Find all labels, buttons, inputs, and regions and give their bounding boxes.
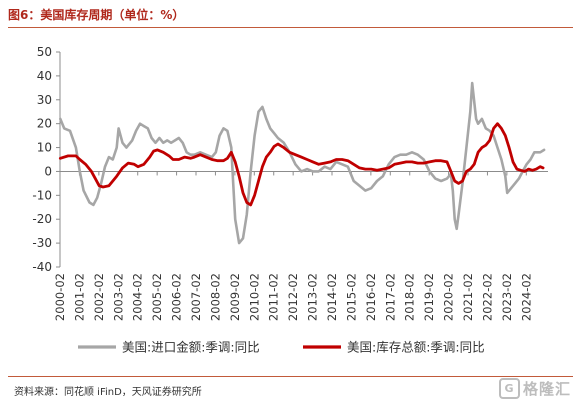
y-tick-label: -30 (32, 236, 52, 250)
x-tick-label: 2022-02 (480, 273, 494, 321)
y-tick-label: 20 (37, 117, 52, 131)
y-tick-label: 0 (44, 164, 52, 178)
x-tick-label: 2004-02 (131, 273, 145, 321)
y-tick-label: 50 (37, 45, 52, 59)
x-tick-label: 2014-02 (325, 273, 339, 321)
y-tick-label: 40 (37, 69, 52, 83)
x-tick-label: 2009-02 (228, 273, 242, 321)
watermark-text: 格隆汇 (522, 380, 571, 398)
x-tick-label: 2010-02 (247, 273, 261, 321)
x-tick-label: 2002-02 (92, 273, 106, 321)
series-line-1 (59, 81, 546, 245)
series-line-2 (58, 122, 545, 207)
watermark-logo: G 格隆汇 (498, 378, 571, 399)
y-tick-label: 30 (37, 93, 52, 107)
footer-rule (8, 376, 573, 377)
x-tick-label: 2013-02 (306, 273, 320, 321)
legend-label-2: 美国:库存总额:季调:同比 (347, 340, 485, 355)
x-tick-label: 2018-02 (403, 273, 417, 321)
x-tick-label: 2015-02 (344, 273, 358, 321)
x-tick-label: 2006-02 (170, 273, 184, 321)
x-tick-label: 2005-02 (150, 273, 164, 321)
title-rule (8, 27, 573, 28)
x-tick-label: 2019-02 (422, 273, 436, 321)
x-tick-label: 2003-02 (111, 273, 125, 321)
x-tick-label: 2023-02 (500, 273, 514, 321)
y-tick-label: -40 (32, 260, 52, 274)
source-note: 资料来源：同花顺 iFinD，天风证券研究所 (14, 387, 202, 398)
y-tick-label: -20 (32, 212, 52, 226)
x-tick-label: 2001-02 (72, 273, 86, 321)
x-tick-label: 2020-02 (442, 273, 456, 321)
watermark-icon: G (498, 378, 520, 399)
line-chart: -40 -30 -20 -10 0 10 20 30 40 50 2000-02 2001-02 200… (32, 45, 548, 355)
x-tick-label: 2008-02 (208, 273, 222, 321)
x-tick-label: 2017-02 (383, 273, 397, 321)
x-tick-label: 2000-02 (53, 273, 67, 321)
x-tick-label: 2012-02 (286, 273, 300, 321)
y-tick-label: -10 (32, 188, 52, 202)
y-tick-label: 10 (37, 141, 52, 155)
x-tick-label: 2007-02 (189, 273, 203, 321)
x-tick-label: 2011-02 (267, 273, 281, 321)
legend-label-1: 美国:进口金额:季调:同比 (122, 340, 260, 355)
x-tick-label: 2016-02 (364, 273, 378, 321)
figure-title: 图6：美国库存周期（单位：%） (8, 8, 185, 22)
x-tick-label: 2024-02 (519, 273, 533, 321)
x-tick-label: 2021-02 (461, 273, 475, 321)
